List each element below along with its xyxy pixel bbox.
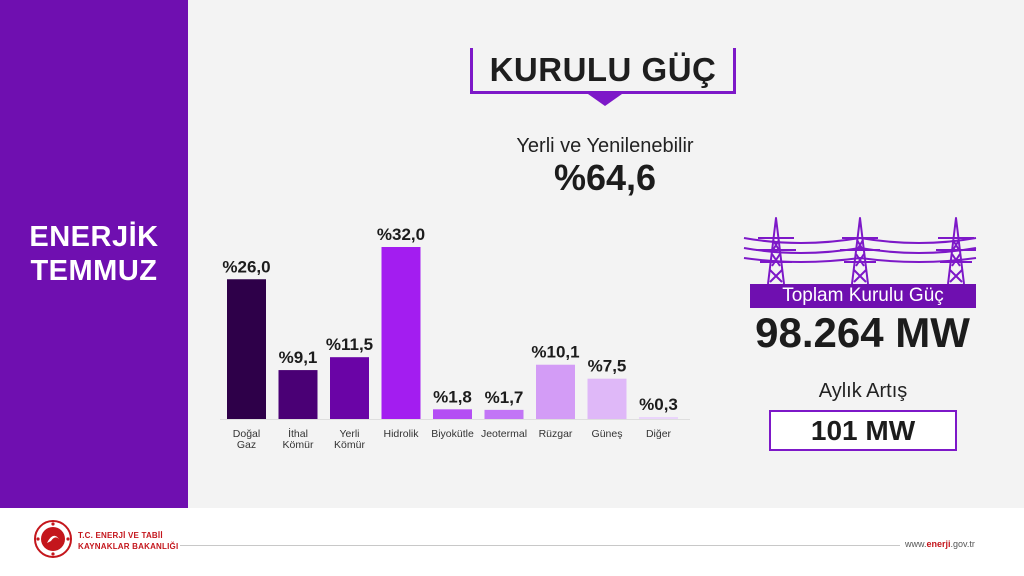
category-label-0-0: Doğal [233,428,260,440]
sidebar-title-line1: ENERJİK [29,221,159,253]
bar-7 [587,378,627,419]
category-label-7-0: Güneş [592,428,623,440]
footer-divider [180,545,900,546]
category-label-6-0: Rüzgar [539,428,573,440]
category-label-3-0: Hidrolik [383,428,419,440]
category-label-4-0: Biyokütle [431,428,474,440]
bar-2 [330,357,369,419]
website-suffix: .gov.tr [950,539,975,549]
bar-value-label-0: %26,0 [222,257,270,276]
bar-value-label-8: %0,3 [639,395,678,414]
installed-capacity-bar-chart: %26,0DoğalGaz%9,1İthalKömür%11,5YerliKöm… [220,225,690,451]
renewable-value: %64,6 [553,157,657,198]
page-title-box: KURULU GÜÇ [470,48,736,94]
bar-4 [433,409,472,419]
bar-3 [381,247,421,419]
transmission-tower-icon [743,217,977,285]
category-label-1-1: Kömür [283,439,314,451]
bar-1 [278,370,318,419]
total-capacity-label-box: Toplam Kurulu Güç [750,284,976,308]
bar-value-label-5: %1,7 [485,388,524,407]
bar-value-label-6: %10,1 [531,343,579,362]
bar-6 [536,364,575,419]
website-prefix: www. [905,539,927,549]
ministry-name-line2: KAYNAKLAR BAKANLIĞI [78,542,179,551]
page-title: KURULU GÜÇ [489,50,717,88]
title-pointer [588,94,622,106]
bar-8 [639,417,678,419]
total-capacity-value: 98.264 MW [755,309,970,356]
bar-0 [227,279,266,419]
category-label-8-0: Diğer [646,428,672,440]
website-link[interactable]: www.enerji.gov.tr [905,539,975,549]
sidebar: ENERJİK TEMMUZ [0,0,188,508]
bar-value-label-3: %32,0 [377,225,425,244]
ministry-logo-icon [34,520,72,558]
category-label-5-0: Jeotermal [481,428,527,440]
bar-value-label-4: %1,8 [433,387,472,406]
monthly-increase-label: Aylık Artış [818,380,908,402]
sidebar-title: ENERJİK TEMMUZ [29,220,158,288]
renewable-label: Yerli ve Yenilenebilir [516,135,694,157]
monthly-increase-box: 101 MW [769,410,957,451]
bar-value-label-1: %9,1 [279,348,318,367]
bar-5 [484,409,524,419]
total-capacity-label: Toplam Kurulu Güç [782,285,944,306]
category-label-0-1: Gaz [237,439,256,451]
sidebar-title-line2: TEMMUZ [30,255,158,287]
website-domain: enerji [926,539,951,549]
category-label-2-1: Kömür [334,439,365,451]
ministry-name: T.C. ENERJİ VE TABİİ KAYNAKLAR BAKANLIĞI [78,530,178,552]
ministry-name-line1: T.C. ENERJİ VE TABİİ [78,531,163,540]
monthly-increase-value: 101 MW [810,414,916,446]
category-label-1-0: İthal [288,427,308,440]
bar-value-label-2: %11,5 [326,335,373,354]
bar-value-label-7: %7,5 [588,357,627,376]
footer [0,508,1024,576]
category-label-2-0: Yerli [339,428,359,440]
